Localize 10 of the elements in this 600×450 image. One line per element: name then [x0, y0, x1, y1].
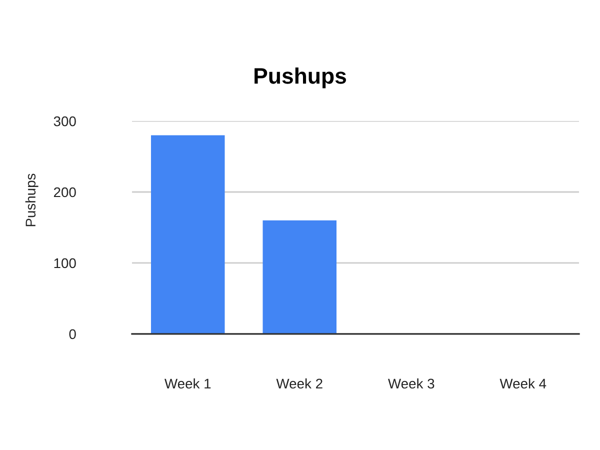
x-tick-label: Week 2: [276, 378, 322, 389]
y-axis-title: Pushups: [25, 174, 38, 226]
x-tick-label: Week 1: [164, 378, 211, 389]
chart-title: Pushups: [254, 67, 346, 88]
y-tick-label: 0: [69, 329, 76, 340]
x-tick-label: Week 4: [500, 378, 546, 389]
y-tick-label: 300: [54, 116, 76, 126]
y-tick-label: 100: [54, 258, 76, 268]
x-tick-label: Week 3: [388, 378, 434, 389]
y-tick-label: 200: [54, 187, 76, 198]
